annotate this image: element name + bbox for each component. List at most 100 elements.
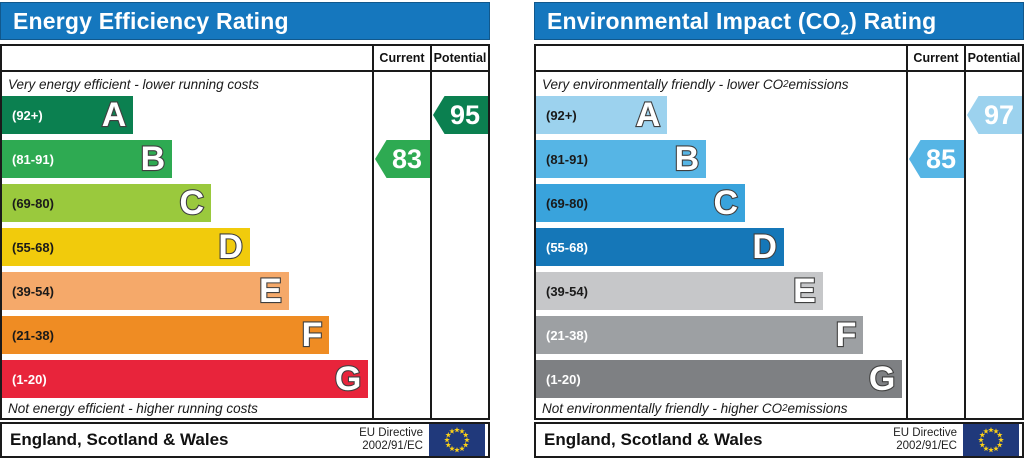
band-b: (81-91) B [536, 140, 906, 178]
eu-directive-line1: EU Directive [359, 426, 423, 439]
band-d: (55-68) D [2, 228, 372, 266]
title-subscript: 2 [840, 21, 850, 39]
band-letter: B [674, 140, 701, 178]
band-g: (1-20) G [536, 360, 906, 398]
band-letter: G [334, 360, 363, 398]
band-range-label: (81-91) [546, 151, 588, 167]
band-range-label: (21-38) [12, 327, 54, 343]
band-bar: (39-54) E [536, 272, 823, 310]
band-letter: B [140, 140, 167, 178]
eu-flag-icon [429, 424, 485, 456]
band-bar: (81-91) B [2, 140, 173, 178]
band-letter: A [101, 96, 128, 134]
potential-column: 97 [964, 72, 1022, 418]
band-range-label: (21-38) [546, 327, 588, 343]
band-range-label: (1-20) [546, 371, 581, 387]
band-range-label: (55-68) [546, 239, 588, 255]
top-note: Very energy efficient - lower running co… [2, 72, 372, 96]
bottom-note-text-end: emissions [787, 400, 848, 416]
band-bar: (55-68) D [536, 228, 784, 266]
bottom-note: Not environmentally friendly - higher CO… [536, 398, 906, 418]
eu-flag-icon [963, 424, 1019, 456]
band-bar: (81-91) B [536, 140, 707, 178]
band-bar: (39-54) E [2, 272, 289, 310]
eu-directive-line2: 2002/91/EC [362, 440, 423, 452]
header-spacer [536, 46, 906, 70]
band-letter: G [868, 360, 897, 398]
band-bar: (69-80) C [536, 184, 746, 222]
potential-rating-arrow: 97 [967, 96, 1022, 134]
band-range-label: (1-20) [12, 371, 47, 387]
header-spacer [2, 46, 372, 70]
bottom-note: Not energy efficient - higher running co… [2, 398, 372, 418]
band-a: (92+) A [536, 96, 906, 134]
energy-efficiency-panel: Energy Efficiency Rating Current Potenti… [0, 0, 490, 458]
band-range-label: (39-54) [546, 283, 588, 299]
band-letter: D [217, 228, 244, 266]
top-note-text: Very energy efficient - lower running co… [8, 76, 259, 92]
bottom-note-subscript: 2 [782, 402, 788, 414]
band-range-label: (39-54) [12, 283, 54, 299]
eu-directive-label: EU Directive 2002/91/EC [359, 427, 423, 453]
band-bar: (21-38) F [2, 316, 330, 354]
band-c: (69-80) C [536, 184, 906, 222]
band-letter: E [258, 272, 283, 310]
band-letter: C [712, 184, 739, 222]
current-rating-arrow: 85 [909, 140, 964, 178]
band-letter: D [751, 228, 778, 266]
rating-bands: (92+) A (81-91) B (69-80) C (55-68) D (39-54) E (2… [2, 96, 372, 398]
title-text-end: ) Rating [849, 8, 937, 34]
table-header: Current Potential [2, 46, 488, 72]
bottom-note-text: Not energy efficient - higher running co… [8, 400, 258, 416]
band-range-label: (81-91) [12, 151, 54, 167]
potential-rating-arrow: 95 [433, 96, 488, 134]
table-header: Current Potential [536, 46, 1022, 72]
band-bar: (21-38) F [536, 316, 864, 354]
band-range-label: (92+) [12, 107, 43, 123]
eu-directive-label: EU Directive 2002/91/EC [893, 427, 957, 453]
eu-directive-line1: EU Directive [893, 426, 957, 439]
band-c: (69-80) C [2, 184, 372, 222]
table-body: Very energy efficient - lower running co… [2, 72, 488, 418]
band-bar: (92+) A [536, 96, 668, 134]
band-bar: (1-20) G [2, 360, 369, 398]
band-f: (21-38) F [2, 316, 372, 354]
band-d: (55-68) D [536, 228, 906, 266]
current-column-header: Current [906, 46, 964, 70]
current-rating-value: 85 [925, 143, 957, 174]
band-range-label: (92+) [546, 107, 577, 123]
top-note: Very environmentally friendly - lower CO… [536, 72, 906, 96]
band-e: (39-54) E [536, 272, 906, 310]
chart-area: Very energy efficient - lower running co… [2, 72, 372, 418]
band-g: (1-20) G [2, 360, 372, 398]
page-title: Environmental Impact (CO2) Rating [534, 2, 1024, 40]
band-bar: (92+) A [2, 96, 134, 134]
band-bar: (55-68) D [2, 228, 250, 266]
potential-column-header: Potential [430, 46, 488, 70]
page-title: Energy Efficiency Rating [0, 2, 490, 40]
band-range-label: (55-68) [12, 239, 54, 255]
title-text: Environmental Impact (CO [547, 8, 841, 34]
top-note-subscript: 2 [783, 78, 789, 90]
band-bar: (1-20) G [536, 360, 903, 398]
table-body: Very environmentally friendly - lower CO… [536, 72, 1022, 418]
current-rating-arrow: 83 [375, 140, 430, 178]
bottom-note-text: Not environmentally friendly - higher CO [542, 400, 783, 416]
rating-table: Current Potential Very environmentally f… [534, 44, 1024, 420]
band-letter: C [178, 184, 205, 222]
band-e: (39-54) E [2, 272, 372, 310]
potential-rating-value: 95 [449, 99, 481, 130]
current-column: 85 [906, 72, 964, 418]
potential-column: 95 [430, 72, 488, 418]
eu-directive-line2: 2002/91/EC [896, 440, 957, 452]
chart-area: Very environmentally friendly - lower CO… [536, 72, 906, 418]
region-label: England, Scotland & Wales [10, 430, 229, 449]
band-letter: E [792, 272, 817, 310]
band-range-label: (69-80) [546, 195, 588, 211]
top-note-text: Very environmentally friendly - lower CO [542, 76, 784, 92]
rating-table: Current Potential Very energy efficient … [0, 44, 490, 420]
region-label: England, Scotland & Wales [544, 430, 763, 449]
potential-rating-value: 97 [983, 99, 1015, 130]
band-f: (21-38) F [536, 316, 906, 354]
band-b: (81-91) B [2, 140, 372, 178]
